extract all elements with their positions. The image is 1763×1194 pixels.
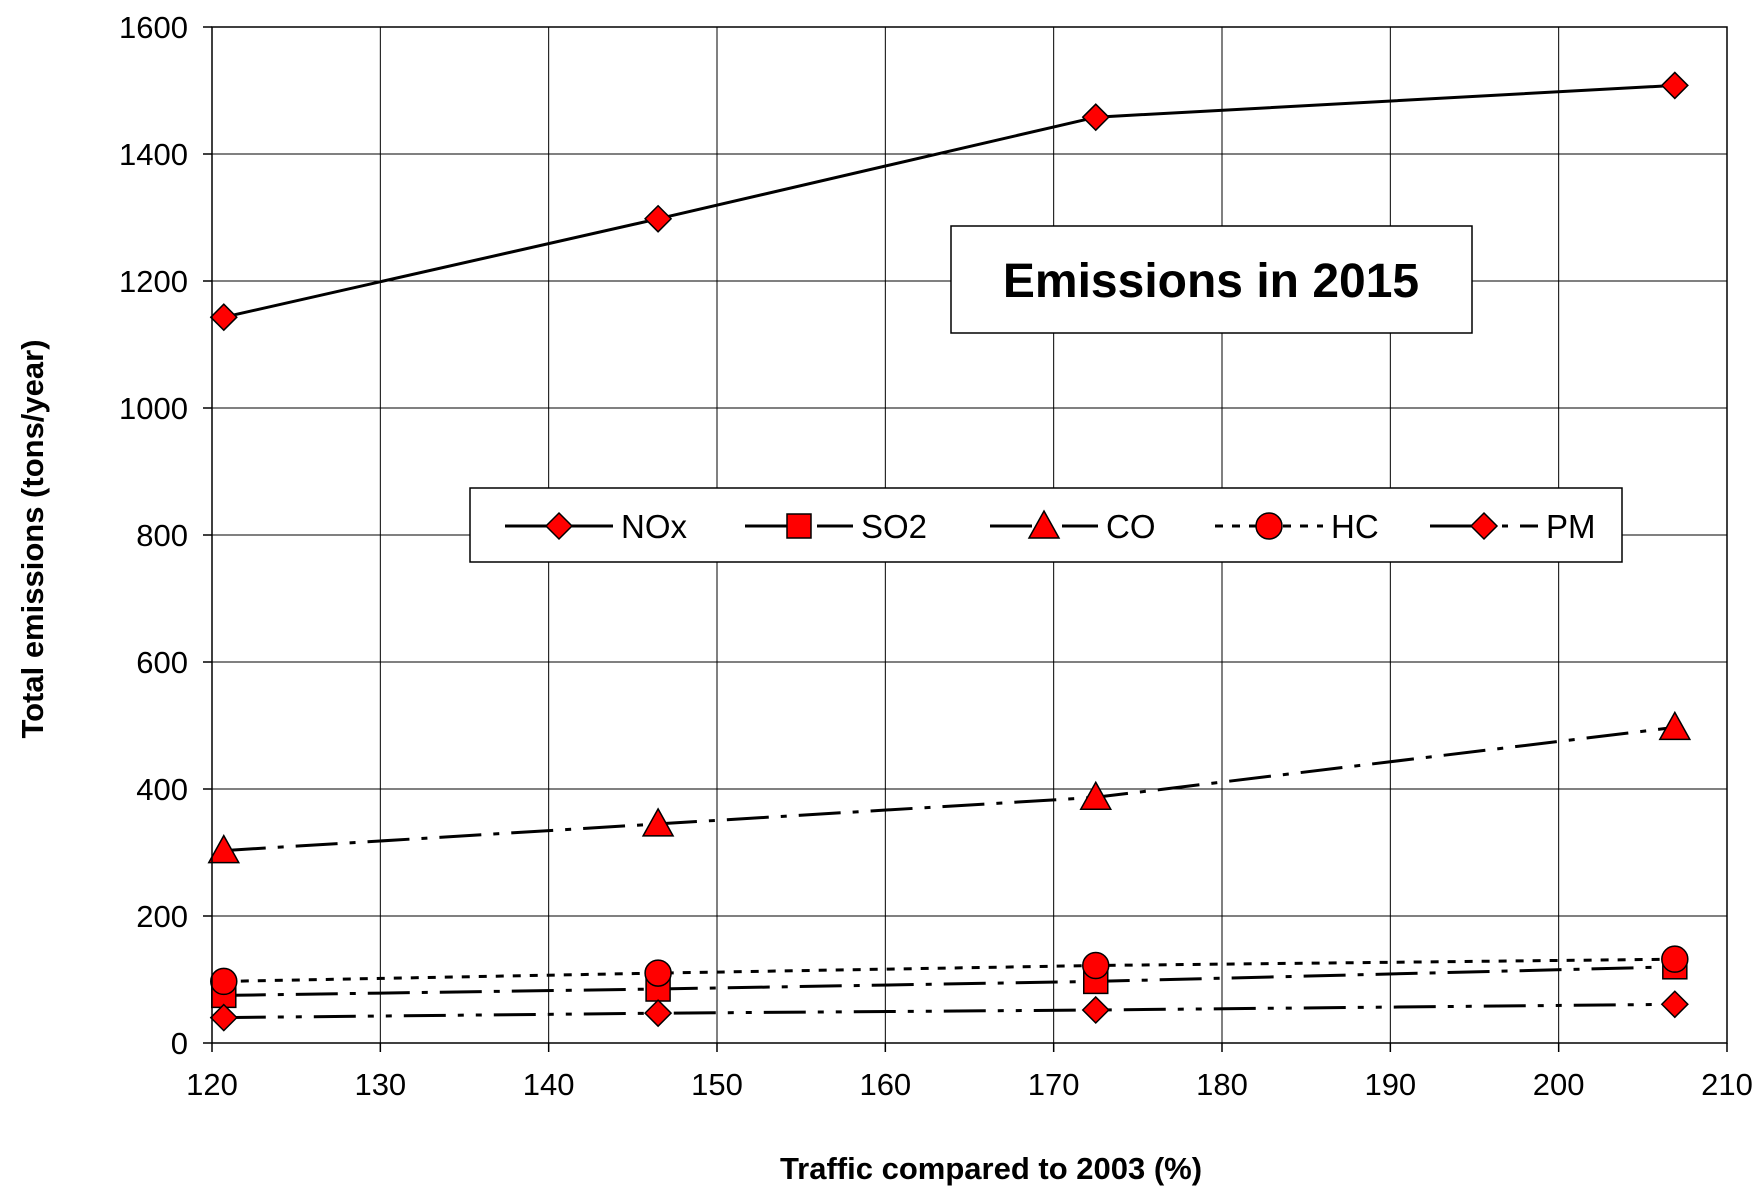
legend-label-co: CO (1106, 508, 1156, 545)
series-line-hc (223, 957, 1675, 983)
chart-title-box: Emissions in 2015 (950, 225, 1473, 334)
y-tick-label: 1600 (119, 10, 188, 45)
series-line-co (223, 725, 1675, 853)
x-tick-label: 180 (1196, 1067, 1248, 1102)
data-point-co (641, 807, 675, 837)
data-point-co (1658, 710, 1692, 741)
series-line-so2 (223, 965, 1675, 997)
series-hc (210, 945, 1689, 996)
data-point-pm (644, 999, 673, 1028)
series-co (207, 710, 1692, 864)
x-tick-label: 210 (1701, 1067, 1753, 1102)
legend-marker-nox (544, 511, 574, 541)
y-tick-label: 1400 (119, 137, 188, 172)
legend-item-hc: HC (1215, 508, 1379, 545)
y-tick-label: 1200 (119, 264, 188, 299)
series-line-nox (223, 83, 1675, 319)
legend-item-co: CO (990, 508, 1156, 545)
chart-title-frame (950, 225, 1473, 334)
data-point-hc (1082, 951, 1110, 980)
y-tick-label: 0 (171, 1026, 188, 1061)
series-pm (209, 990, 1689, 1032)
x-tick-label: 190 (1364, 1067, 1416, 1102)
y-tick-label: 200 (136, 899, 188, 934)
x-tick-label: 200 (1533, 1067, 1585, 1102)
data-point-hc (210, 967, 238, 996)
y-tick-label: 800 (136, 518, 188, 553)
data-point-co (207, 834, 241, 864)
plot-frame (211, 26, 1728, 1044)
data-point-pm (1660, 990, 1689, 1019)
y-tick-label: 600 (136, 645, 188, 680)
y-tick-label: 400 (136, 772, 188, 807)
legend: NOx SO2 CO HC PM (469, 487, 1623, 563)
data-point-nox (1660, 71, 1689, 100)
legend-marker-so2 (786, 513, 812, 539)
series-nox (209, 71, 1689, 332)
x-axis-title: Traffic compared to 2003 (%) (780, 1151, 1202, 1186)
legend-item-so2: SO2 (745, 508, 927, 545)
data-point-hc (1661, 945, 1689, 973)
axes: 120 130 140 150 160 170 180 190 200 210 0 200 400 600… (119, 10, 1753, 1102)
y-axis-title: Total emissions (tons/year) (15, 339, 50, 738)
legend-label-pm: PM (1546, 508, 1596, 545)
data-point-nox (209, 303, 238, 332)
data-point-nox (644, 204, 673, 233)
data-point-pm (1081, 995, 1110, 1025)
legend-label-so2: SO2 (861, 508, 927, 545)
legend-label-hc: HC (1331, 508, 1379, 545)
data-point-co (1079, 780, 1113, 811)
legend-item-nox: NOx (505, 508, 688, 545)
legend-items: NOx SO2 CO HC PM (505, 508, 1596, 545)
chart-title: Emissions in 2015 (1003, 255, 1419, 308)
y-tick-label: 1000 (119, 391, 188, 426)
x-tick-label: 160 (859, 1067, 911, 1102)
data-point-pm (209, 1003, 238, 1032)
legend-marker-co (1027, 509, 1061, 539)
x-tick-label: 140 (523, 1067, 575, 1102)
legend-marker-pm (1469, 511, 1499, 541)
x-tick-label: 170 (1028, 1067, 1080, 1102)
x-tick-label: 150 (691, 1067, 743, 1102)
series-layer (207, 71, 1692, 1032)
data-point-hc (644, 959, 672, 987)
legend-label-nox: NOx (621, 508, 688, 545)
series-line-pm (223, 1002, 1675, 1020)
data-point-nox (1081, 103, 1110, 132)
x-tick-label: 120 (186, 1067, 238, 1102)
legend-marker-hc (1255, 512, 1283, 540)
x-tick-label: 130 (354, 1067, 406, 1102)
legend-item-pm: PM (1430, 508, 1596, 545)
